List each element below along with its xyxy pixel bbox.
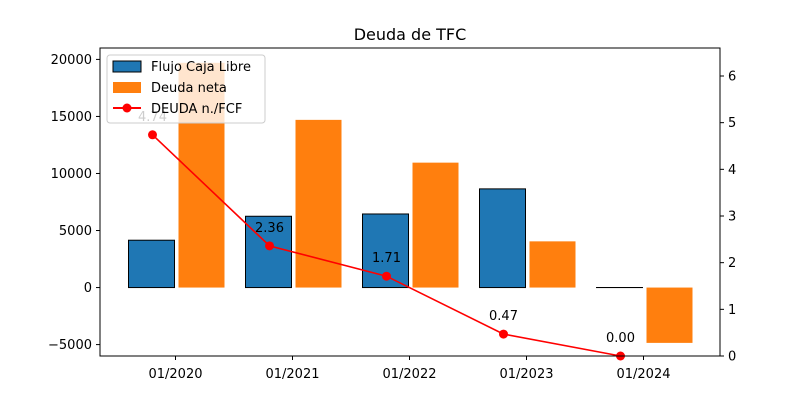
bar-deuda-neta[interactable] — [530, 241, 576, 287]
x-tick-label: 01/2023 — [499, 367, 553, 382]
y-axis-right: 0 1 2 3 4 5 6 — [720, 70, 736, 365]
ratio-data-label: 0.47 — [489, 309, 518, 324]
legend[interactable]: Flujo Caja Libre Deuda neta DEUDA n./FCF — [107, 55, 265, 123]
y-left-tick-label: 10000 — [51, 167, 92, 182]
y-right-tick-label: 0 — [728, 350, 736, 365]
ratio-data-label: 1.71 — [372, 251, 401, 266]
y-axis-left: −5000 0 5000 10000 15000 20000 — [48, 53, 100, 353]
ratio-point[interactable] — [382, 272, 391, 281]
ratio-point[interactable] — [265, 241, 274, 250]
x-tick-label: 01/2022 — [382, 367, 436, 382]
ratio-data-label: 2.36 — [255, 221, 284, 236]
y-right-tick-label: 5 — [728, 116, 736, 131]
y-left-tick-label: 5000 — [59, 224, 92, 239]
y-right-tick-label: 2 — [728, 256, 736, 271]
x-axis: 01/2020 01/2021 01/2022 01/2023 01/2024 — [148, 356, 670, 382]
y-left-tick-label: 20000 — [51, 53, 92, 68]
y-left-tick-label: 15000 — [51, 110, 92, 125]
y-right-tick-label: 1 — [728, 303, 736, 318]
y-left-tick-label: 0 — [84, 281, 92, 296]
x-tick-label: 01/2020 — [148, 367, 202, 382]
bar-deuda-neta[interactable] — [413, 163, 459, 288]
legend-swatch-deuda — [113, 82, 141, 93]
y-left-tick-label: −5000 — [48, 338, 92, 353]
y-right-tick-label: 4 — [728, 163, 736, 178]
legend-swatch-flujo — [113, 61, 141, 72]
ratio-point[interactable] — [499, 330, 508, 339]
y-right-tick-label: 3 — [728, 210, 736, 225]
legend-marker-ratio — [123, 104, 132, 113]
bar-flujo-caja-libre[interactable] — [480, 189, 526, 288]
ratio-data-label: 0.00 — [606, 331, 635, 346]
bar-deuda-neta[interactable] — [647, 288, 693, 343]
x-tick-label: 01/2021 — [265, 367, 319, 382]
bar-flujo-caja-libre[interactable] — [129, 240, 175, 287]
x-tick-label: 01/2024 — [616, 367, 670, 382]
ratio-point[interactable] — [148, 130, 157, 139]
legend-label-flujo: Flujo Caja Libre — [151, 60, 251, 75]
chart-title: Deuda de TFC — [354, 25, 467, 44]
y-right-tick-label: 6 — [728, 70, 736, 85]
legend-label-deuda: Deuda neta — [151, 81, 227, 96]
legend-label-ratio: DEUDA n./FCF — [151, 102, 242, 117]
